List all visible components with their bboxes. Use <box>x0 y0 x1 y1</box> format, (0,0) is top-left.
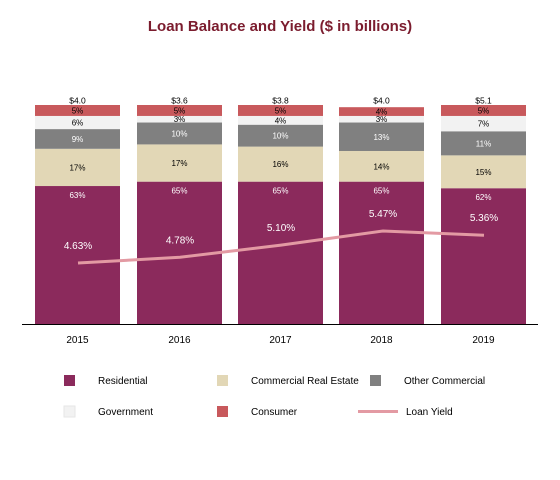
bar-total-label: $4.0 <box>69 96 86 106</box>
bar-segment-other-commercial-2015 <box>35 129 120 149</box>
x-tick-label: 2017 <box>269 335 292 346</box>
bar-segment-commercial-real-estate-2016 <box>137 144 222 182</box>
segment-label: 17% <box>171 159 187 168</box>
bar-segment-other-commercial-2018 <box>339 122 424 151</box>
legend-swatch-consumer <box>217 406 228 417</box>
bar-segment-commercial-real-estate-2019 <box>441 155 526 189</box>
segment-label: 7% <box>478 120 490 129</box>
segment-label: 62% <box>475 193 491 202</box>
loan-yield-label: 5.47% <box>369 209 397 220</box>
legend-label-commercial-real-estate: Commercial Real Estate <box>251 376 359 387</box>
bar-segment-consumer-2016 <box>137 105 222 116</box>
bar-segment-residential-2015 <box>35 186 120 324</box>
bar-segment-government-2018 <box>339 115 424 123</box>
bar-total-label: $5.1 <box>475 96 492 106</box>
bars-layer: 63%17%9%6%5%$4.065%17%10%3%5%$3.665%16%1… <box>35 96 526 324</box>
x-tick-label: 2018 <box>370 335 393 346</box>
loan-yield-label: 4.78% <box>166 235 194 246</box>
segment-label: 65% <box>171 187 187 196</box>
loan-yield-label: 4.63% <box>64 241 92 252</box>
segment-label: 3% <box>174 115 186 124</box>
segment-label: 3% <box>376 115 388 124</box>
legend-swatch-government <box>63 405 76 418</box>
bar-segment-commercial-real-estate-2018 <box>339 150 424 182</box>
bar-segment-other-commercial-2019 <box>441 131 526 156</box>
bar-segment-consumer-2019 <box>441 105 526 116</box>
bar-segment-other-commercial-2016 <box>137 122 222 145</box>
bar-segment-residential-2018 <box>339 181 424 324</box>
segment-label: 5% <box>72 106 84 115</box>
segment-label: 16% <box>272 160 288 169</box>
segment-label: 9% <box>72 135 84 144</box>
segment-label: 5% <box>275 106 287 115</box>
legend-label-government: Government <box>98 407 153 418</box>
chart-title: Loan Balance and Yield ($ in billions) <box>148 18 412 35</box>
x-tick-label: 2015 <box>66 335 89 346</box>
legend-swatch-residential <box>64 375 75 386</box>
bar-segment-government-2019 <box>441 115 526 132</box>
loan-yield-label: 5.36% <box>470 213 498 224</box>
segment-label: 65% <box>373 187 389 196</box>
x-tick-label: 2019 <box>472 335 495 346</box>
segment-label: 13% <box>373 133 389 142</box>
x-axis-ticks: 2015 2016 2017 2018 2019 <box>66 335 495 346</box>
segment-label: 15% <box>475 168 491 177</box>
legend-label-consumer: Consumer <box>251 407 298 418</box>
segment-label: 11% <box>476 139 491 148</box>
segment-label: 10% <box>272 132 288 141</box>
bar-segment-commercial-real-estate-2015 <box>35 148 120 187</box>
segment-label: 65% <box>272 187 288 196</box>
bar-segment-government-2015 <box>35 115 120 130</box>
segment-label: 5% <box>478 106 490 115</box>
segment-label: 63% <box>69 191 85 200</box>
segment-label: 4% <box>376 108 388 117</box>
bar-total-label: $3.8 <box>272 96 289 106</box>
bar-segment-government-2017 <box>238 115 323 125</box>
legend-swatch-commercial-real-estate <box>217 375 228 386</box>
bar-segment-residential-2019 <box>441 188 526 324</box>
bar-total-label: $4.0 <box>373 96 390 106</box>
bar-segment-residential-2017 <box>238 181 323 324</box>
loan-yield-label: 5.10% <box>267 223 295 234</box>
bar-total-label: $3.6 <box>171 96 188 106</box>
bar-segment-consumer-2018 <box>339 107 424 116</box>
bar-segment-consumer-2017 <box>238 105 323 116</box>
yield-line-layer: 4.63% 4.78% 5.10% 5.47% 5.36% <box>64 209 498 265</box>
bar-segment-government-2016 <box>137 115 222 123</box>
bar-segment-commercial-real-estate-2017 <box>238 146 323 182</box>
segment-label: 17% <box>69 163 85 172</box>
segment-label: 6% <box>72 119 84 128</box>
bar-segment-other-commercial-2017 <box>238 124 323 147</box>
legend: Residential Commercial Real Estate Other C… <box>63 375 485 418</box>
segment-label: 4% <box>275 116 287 125</box>
segment-label: 14% <box>373 162 389 171</box>
bar-segment-consumer-2015 <box>35 105 120 116</box>
segment-label: 5% <box>174 106 186 115</box>
legend-label-residential: Residential <box>98 376 147 387</box>
legend-label-loan-yield: Loan Yield <box>406 407 453 418</box>
legend-label-other-commercial: Other Commercial <box>404 376 485 387</box>
segment-label: 10% <box>171 129 187 138</box>
x-tick-label: 2016 <box>168 335 191 346</box>
legend-swatch-other-commercial <box>370 375 381 386</box>
loan-yield-line <box>77 229 485 265</box>
